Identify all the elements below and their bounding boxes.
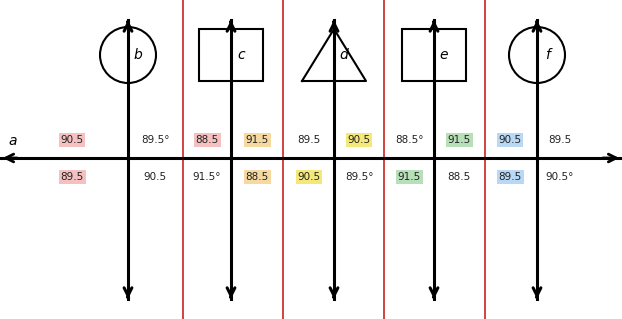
Text: 89.5: 89.5: [498, 172, 522, 182]
Text: 89.5°: 89.5°: [141, 135, 169, 145]
Text: b: b: [134, 48, 142, 62]
Text: 88.5: 88.5: [195, 135, 218, 145]
Text: 91.5°: 91.5°: [193, 172, 221, 182]
Text: f: f: [545, 48, 549, 62]
Text: 90.5: 90.5: [144, 172, 167, 182]
Text: 88.5°: 88.5°: [395, 135, 423, 145]
Text: 90.5: 90.5: [297, 172, 320, 182]
Text: c: c: [237, 48, 245, 62]
Text: 90.5°: 90.5°: [546, 172, 574, 182]
Text: 89.5: 89.5: [297, 135, 320, 145]
Text: a: a: [8, 134, 17, 148]
Text: 89.5: 89.5: [549, 135, 572, 145]
Text: 91.5: 91.5: [447, 135, 471, 145]
Text: d: d: [340, 48, 348, 62]
Text: 88.5: 88.5: [447, 172, 471, 182]
Text: 90.5: 90.5: [348, 135, 371, 145]
Text: 91.5: 91.5: [397, 172, 420, 182]
Bar: [199, 29, 263, 81]
Text: 90.5: 90.5: [498, 135, 522, 145]
Text: 88.5: 88.5: [245, 172, 269, 182]
Bar: [402, 29, 466, 81]
Text: 89.5: 89.5: [60, 172, 83, 182]
Text: 89.5°: 89.5°: [345, 172, 373, 182]
Text: e: e: [440, 48, 448, 62]
Text: 90.5: 90.5: [60, 135, 83, 145]
Text: 91.5: 91.5: [245, 135, 269, 145]
